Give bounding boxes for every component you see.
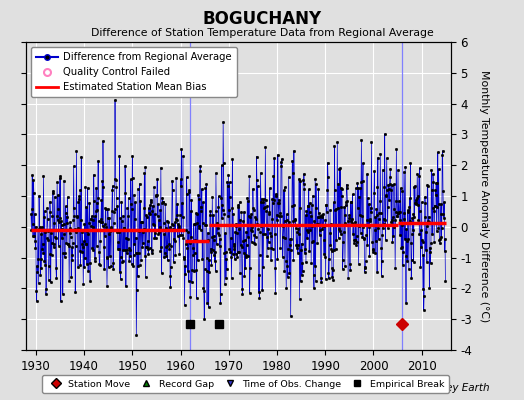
- Legend: Difference from Regional Average, Quality Control Failed, Estimated Station Mean: Difference from Regional Average, Qualit…: [31, 47, 237, 97]
- Legend: Station Move, Record Gap, Time of Obs. Change, Empirical Break: Station Move, Record Gap, Time of Obs. C…: [42, 375, 449, 393]
- Text: Difference of Station Temperature Data from Regional Average: Difference of Station Temperature Data f…: [91, 28, 433, 38]
- Text: Berkeley Earth: Berkeley Earth: [413, 383, 490, 393]
- Text: BOGUCHANY: BOGUCHANY: [202, 10, 322, 28]
- Y-axis label: Monthly Temperature Anomaly Difference (°C): Monthly Temperature Anomaly Difference (…: [479, 70, 489, 322]
